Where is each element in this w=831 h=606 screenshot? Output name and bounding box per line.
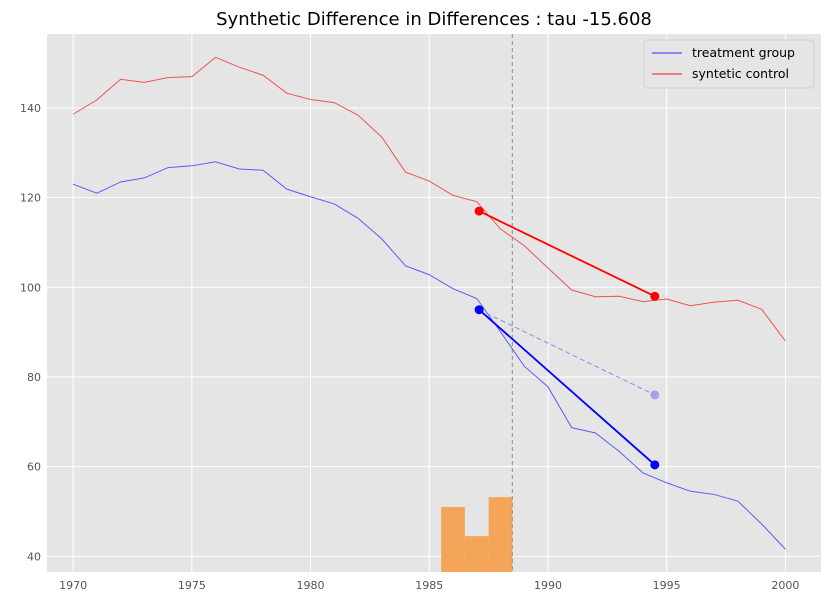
series-lines: [72, 56, 786, 550]
x-tick-label: 1995: [653, 579, 681, 592]
y-tick-label: 60: [27, 461, 41, 474]
x-tick-label: 1975: [178, 579, 206, 592]
legend-label-control: syntetic control: [692, 66, 789, 81]
y-tick-label: 120: [20, 192, 41, 205]
did-segments: [474, 206, 660, 470]
treated-segment: [478, 309, 656, 466]
synthetic-control-line: [72, 56, 786, 342]
time-weight-bar: [441, 506, 465, 572]
time-weight-bar: [488, 497, 513, 572]
tick-labels: 1970 1975 1980 1985 1990 1995 2000 40 60 80 100 120…: [20, 102, 799, 592]
plot-background: [47, 34, 821, 572]
counterfactual-point: [650, 390, 660, 400]
control-segment: [478, 210, 656, 298]
x-tick-label: 2000: [771, 579, 799, 592]
y-tick-label: 40: [27, 550, 41, 563]
legend-label-treatment: treatment group: [692, 45, 795, 60]
x-tick-label: 1985: [415, 579, 443, 592]
legend-box: [643, 39, 815, 89]
treated-segment-end-point: [650, 460, 660, 470]
y-tick-label: 140: [20, 102, 41, 115]
time-weight-bar: [464, 536, 489, 572]
x-tick-label: 1970: [59, 579, 87, 592]
time-weight-bars: [441, 497, 513, 572]
control-segment-end-point: [650, 291, 660, 301]
counterfactual-segment: [478, 309, 656, 396]
y-tick-label: 100: [20, 281, 41, 294]
treatment-group-line: [72, 161, 786, 550]
control-segment-start-point: [474, 206, 484, 216]
treated-segment-start-point: [474, 305, 484, 315]
legend: treatment group syntetic control: [643, 39, 815, 89]
grid: [47, 34, 821, 572]
y-tick-label: 80: [27, 371, 41, 384]
x-tick-label: 1990: [534, 579, 562, 592]
x-tick-label: 1980: [297, 579, 325, 592]
chart-title: Synthetic Difference in Differences : ta…: [216, 9, 652, 30]
